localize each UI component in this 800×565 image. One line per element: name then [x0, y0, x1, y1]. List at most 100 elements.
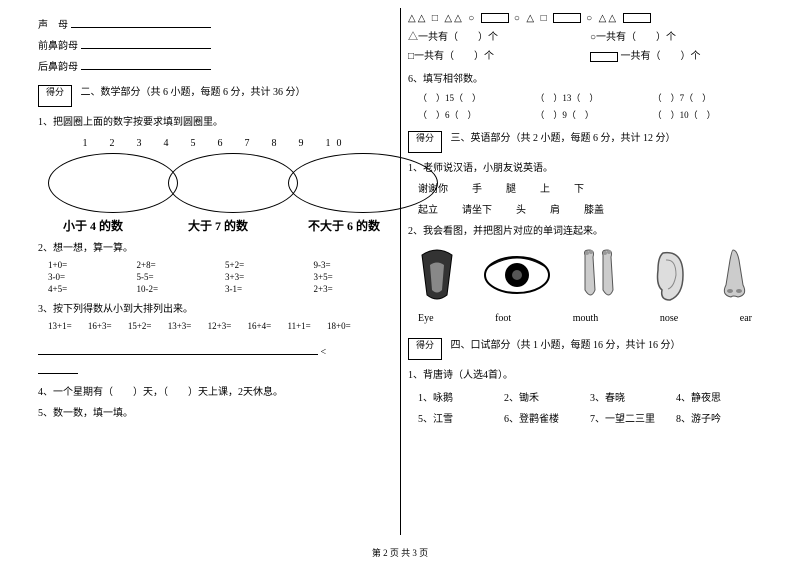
calc-cell: 1+0=	[48, 260, 127, 270]
q2-1: 1、把圆圈上面的数字按要求填到圆圈里。	[38, 113, 392, 128]
cn-word: 下	[574, 180, 584, 195]
cn-word: 腿	[506, 180, 516, 195]
en-word: ear	[740, 313, 752, 324]
poem-item: 5、江雪	[418, 410, 494, 425]
ovals-diagram: 小于 4 的数 大于 7 的数 不大于 6 的数	[38, 153, 392, 233]
mouth-icon	[412, 245, 462, 305]
en-word: foot	[495, 313, 511, 324]
q3-2: 2、我会看图，并把图片对应的单词连起来。	[408, 222, 762, 237]
blank-line	[81, 60, 211, 70]
shapes-seg3: ○ △△	[586, 13, 618, 24]
poem-item: 7、一望二三里	[590, 410, 666, 425]
cn-word: 起立	[418, 201, 438, 216]
poem-grid: 1、咏鹅 2、锄禾 3、春晓 4、静夜思 5、江雪 6、登鹳雀楼 7、一望二三里…	[418, 389, 752, 425]
label-qianbi: 前鼻韵母	[38, 41, 78, 52]
shape-count-grid: △一共有（ ）个 ○一共有（ ）个 □一共有（ ）个 一共有（ ）个	[408, 28, 762, 62]
q2-2: 2、想一想，算一算。	[38, 239, 392, 254]
oval-2	[168, 153, 298, 213]
blank-line	[81, 39, 211, 49]
count-circle: ○一共有（ ）个	[590, 28, 762, 43]
q2-6: 6、填写相邻数。	[408, 70, 762, 85]
oval-label-1: 小于 4 的数	[63, 217, 123, 234]
calc-cell: 4+5=	[48, 284, 127, 294]
cn-word: 膝盖	[584, 201, 604, 216]
ear-icon	[648, 245, 693, 305]
section3-title: 三、英语部分（共 2 小题，每题 6 分，共计 12 分）	[451, 133, 676, 144]
calc-cell: 2+3=	[314, 284, 393, 294]
seq-item: 16+3=	[88, 321, 112, 331]
neighbor-cell: （ ）7（ ）	[653, 91, 762, 104]
q2-4: 4、一个星期有（ ）天，（ ）天上课，2天休息。	[38, 383, 392, 398]
calc-cell: 3-1=	[225, 284, 304, 294]
label-shengmu: 声 母	[38, 20, 68, 31]
q2-3: 3、按下列得数从小到大排列出来。	[38, 300, 392, 315]
oval-label-3: 不大于 6 的数	[308, 217, 380, 234]
q4-1: 1、背唐诗（人选4首）。	[408, 366, 762, 381]
oval-label-2: 大于 7 的数	[188, 217, 248, 234]
section4-title: 四、口试部分（共 1 小题，每题 16 分，共计 16 分）	[451, 340, 681, 351]
label-houbi: 后鼻韵母	[38, 62, 78, 73]
cn-words-row-a: 谢谢你 手 腿 上 下	[418, 180, 762, 195]
shapes-seg2: ○ △ □	[514, 13, 549, 24]
rect-shape	[623, 13, 651, 23]
seq-item: 15+2=	[128, 321, 152, 331]
section3-header: 得分 三、英语部分（共 2 小题，每题 6 分，共计 12 分）	[408, 129, 762, 153]
rect-shape	[481, 13, 509, 23]
count-square: □一共有（ ）个	[408, 47, 580, 62]
blank-line	[71, 18, 211, 28]
cn-words-row-b: 起立 请坐下 头 肩 膝盖	[418, 201, 762, 216]
seq-item: 11+1=	[287, 321, 310, 331]
eye-icon	[482, 253, 552, 298]
score-box: 得分	[408, 131, 442, 153]
cn-word: 请坐下	[462, 201, 492, 216]
calc-cell: 9-3=	[314, 260, 393, 270]
blank-line	[38, 364, 78, 374]
q3-1: 1、老师说汉语，小朋友说英语。	[408, 159, 762, 174]
section4-header: 得分 四、口试部分（共 1 小题，每题 16 分，共计 16 分）	[408, 336, 762, 360]
score-box: 得分	[408, 338, 442, 360]
neighbor-cell: （ ）6（ ）	[418, 108, 527, 121]
neighbor-cell: （ ）9（ ）	[535, 108, 644, 121]
cn-word: 头	[516, 201, 526, 216]
count-rect: 一共有（ ）个	[590, 47, 762, 62]
rect-shape-icon	[590, 52, 618, 62]
cn-word: 上	[540, 180, 550, 195]
poem-item: 6、登鹳雀楼	[504, 410, 580, 425]
pinyin-line-1: 声 母	[38, 16, 392, 31]
seq-item: 18+0=	[327, 321, 351, 331]
cn-word: 手	[472, 180, 482, 195]
seq-item: 12+3=	[208, 321, 232, 331]
calc-cell: 3-0=	[48, 272, 127, 282]
shapes-row: △△ □ △△ ○ ○ △ □ ○ △△	[408, 12, 762, 24]
calc-cell: 2+8=	[137, 260, 216, 270]
calc-cell: 3+3=	[225, 272, 304, 282]
oval-1	[48, 153, 178, 213]
poem-item: 2、锄禾	[504, 389, 580, 404]
lt-sep: <	[321, 347, 327, 358]
calc-cell: 5-5=	[137, 272, 216, 282]
pinyin-line-3: 后鼻韵母	[38, 58, 392, 73]
calc-grid: 1+0= 2+8= 5+2= 9-3= 3-0= 5-5= 3+3= 3+5= …	[48, 260, 392, 294]
page-footer: 第 2 页 共 3 页	[0, 546, 800, 559]
score-box: 得分	[38, 85, 72, 107]
seq-row: 13+1= 16+3= 15+2= 13+3= 12+3= 16+4= 11+1…	[48, 321, 392, 331]
q2-5: 5、数一数，填一填。	[38, 404, 392, 419]
number-list: 1 2 3 4 5 6 7 8 9 10	[38, 134, 392, 149]
poem-item: 8、游子吟	[676, 410, 752, 425]
cn-word: 谢谢你	[418, 180, 448, 195]
seq-item: 13+3=	[168, 321, 192, 331]
body-parts-images	[408, 245, 762, 305]
pinyin-line-2: 前鼻韵母	[38, 37, 392, 52]
neighbor-cell: （ ）15（ ）	[418, 91, 527, 104]
cn-word: 肩	[550, 201, 560, 216]
count-rect-text: 一共有（ ）个	[621, 51, 701, 62]
count-tri: △一共有（ ）个	[408, 28, 580, 43]
seq-item: 13+1=	[48, 321, 72, 331]
ordering-blank: <	[38, 345, 392, 358]
en-word: Eye	[418, 313, 434, 324]
foot-icon	[573, 245, 628, 305]
right-column: △△ □ △△ ○ ○ △ □ ○ △△ △一共有（ ）个 ○一共有（ ）个 □…	[400, 10, 770, 545]
blank-line	[38, 345, 318, 355]
calc-cell: 3+5=	[314, 272, 393, 282]
section2-header: 得分 二、数学部分（共 6 小题，每题 6 分，共计 36 分）	[38, 83, 392, 107]
